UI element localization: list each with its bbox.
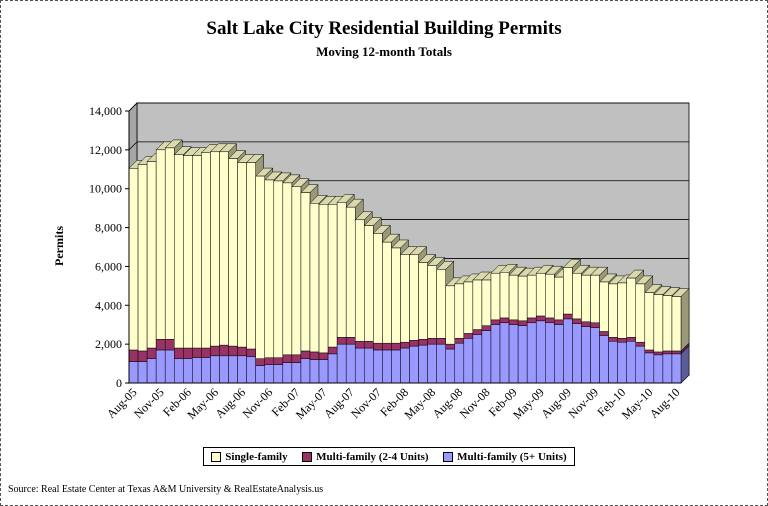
y-tick-label: 14,000 (89, 104, 122, 118)
gridline-side (128, 102, 138, 112)
x-tick-label: Aug-10 (647, 385, 683, 421)
x-tick-label: Nov-05 (131, 385, 167, 421)
legend-swatch-single-family (211, 451, 222, 462)
y-tick-label: 0 (116, 376, 122, 390)
y-tick-labels: 0 2,000 4,000 6,000 8,000 10,000 12,000 14,000 (89, 104, 129, 390)
y-tick-label: 2,000 (95, 337, 122, 351)
chart-subtitle: Moving 12-month Totals (316, 44, 452, 59)
x-tick-label: Nov-06 (240, 385, 276, 421)
legend-item-multi-2-4: Multi-family (2-4 Units) (302, 450, 429, 463)
y-tick-label: 10,000 (89, 182, 122, 196)
x-tick-labels: Aug-05Nov-05Feb-06May-06Aug-06Nov-06Feb-… (104, 385, 683, 422)
legend-label-single-family: Single-family (225, 450, 288, 463)
x-tick-label: Nov-09 (565, 385, 601, 421)
x-tick-label: Nov-07 (348, 385, 384, 421)
y-tick-label: 8,000 (95, 221, 122, 235)
y-tick-label: 6,000 (95, 259, 122, 273)
legend-swatch-multi-5plus (443, 451, 454, 462)
source-note: Source: Real Estate Center at Texas A&M … (8, 484, 324, 495)
legend-item-multi-5plus: Multi-family (5+ Units) (443, 451, 567, 463)
x-tick-label: May-08 (401, 385, 438, 422)
x-tick-label: Nov-08 (457, 385, 493, 421)
y-tick-label: 4,000 (95, 298, 122, 312)
legend: Single-family Multi-family (2-4 Units) M… (203, 447, 575, 466)
x-tick-label: May-10 (619, 385, 656, 422)
gridline-side (128, 141, 138, 151)
legend-label-multi-5plus: Multi-family (5+ Units) (457, 450, 567, 463)
bar-segment (671, 287, 690, 352)
chart-title: Salt Lake City Residential Building Perm… (206, 18, 562, 39)
y-tick-label: 12,000 (89, 143, 122, 157)
legend-swatch-multi-2-4 (302, 451, 313, 462)
legend-item-single-family: Single-family (211, 450, 288, 463)
stacked-bar-chart: 02,0004,0006,0008,00010,00012,00014,000 … (52, 102, 690, 422)
x-tick-label: May-07 (293, 385, 330, 422)
x-tick-label: May-06 (184, 385, 221, 422)
bars-group (128, 139, 690, 384)
legend-label-multi-2-4: Multi-family (2-4 Units) (316, 450, 429, 463)
y-axis-label: Permits (52, 226, 66, 266)
x-tick-label: May-09 (510, 385, 547, 422)
